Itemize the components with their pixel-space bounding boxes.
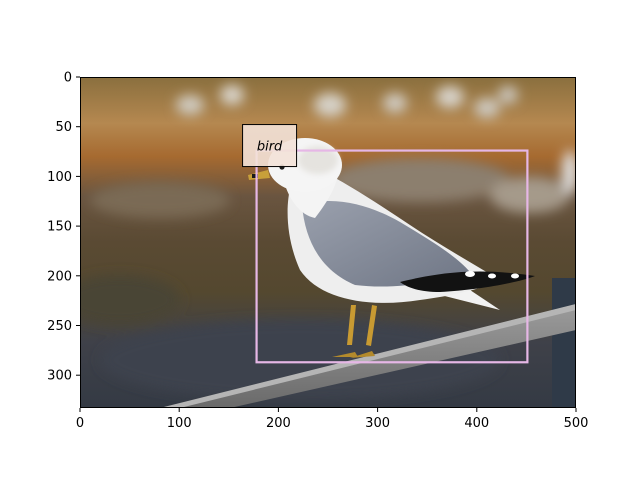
detection-box-bird (255, 149, 529, 364)
detection-label: bird (257, 140, 283, 155)
gull-wingtip (400, 271, 535, 292)
x-tick-label: 100 (167, 416, 192, 431)
x-axis: 0 100 200 300 400 500 (76, 408, 589, 431)
y-tick-label: 300 (47, 369, 72, 384)
y-tick-label: 150 (47, 220, 72, 235)
x-tick-label: 200 (266, 416, 291, 431)
x-tick-label: 300 (365, 416, 390, 431)
photo (80, 77, 576, 408)
x-tick-label: 0 (76, 416, 84, 431)
background-blobs (80, 85, 576, 400)
y-tick-label: 250 (47, 319, 72, 334)
y-tick-label: 0 (64, 71, 72, 86)
plot-frame (80, 77, 576, 408)
y-tick-label: 100 (47, 170, 72, 185)
y-tick-label: 50 (55, 120, 72, 135)
gull-wing (302, 201, 470, 287)
y-tick-label: 200 (47, 269, 72, 284)
detection-label-box (242, 124, 298, 168)
gull-legs (347, 305, 377, 346)
detections: bird (242, 124, 529, 364)
x-tick-label: 500 (564, 416, 589, 431)
railing-post (552, 278, 576, 408)
x-tick-label: 400 (464, 416, 489, 431)
y-axis: 0 50 100 150 200 250 300 (47, 71, 80, 384)
